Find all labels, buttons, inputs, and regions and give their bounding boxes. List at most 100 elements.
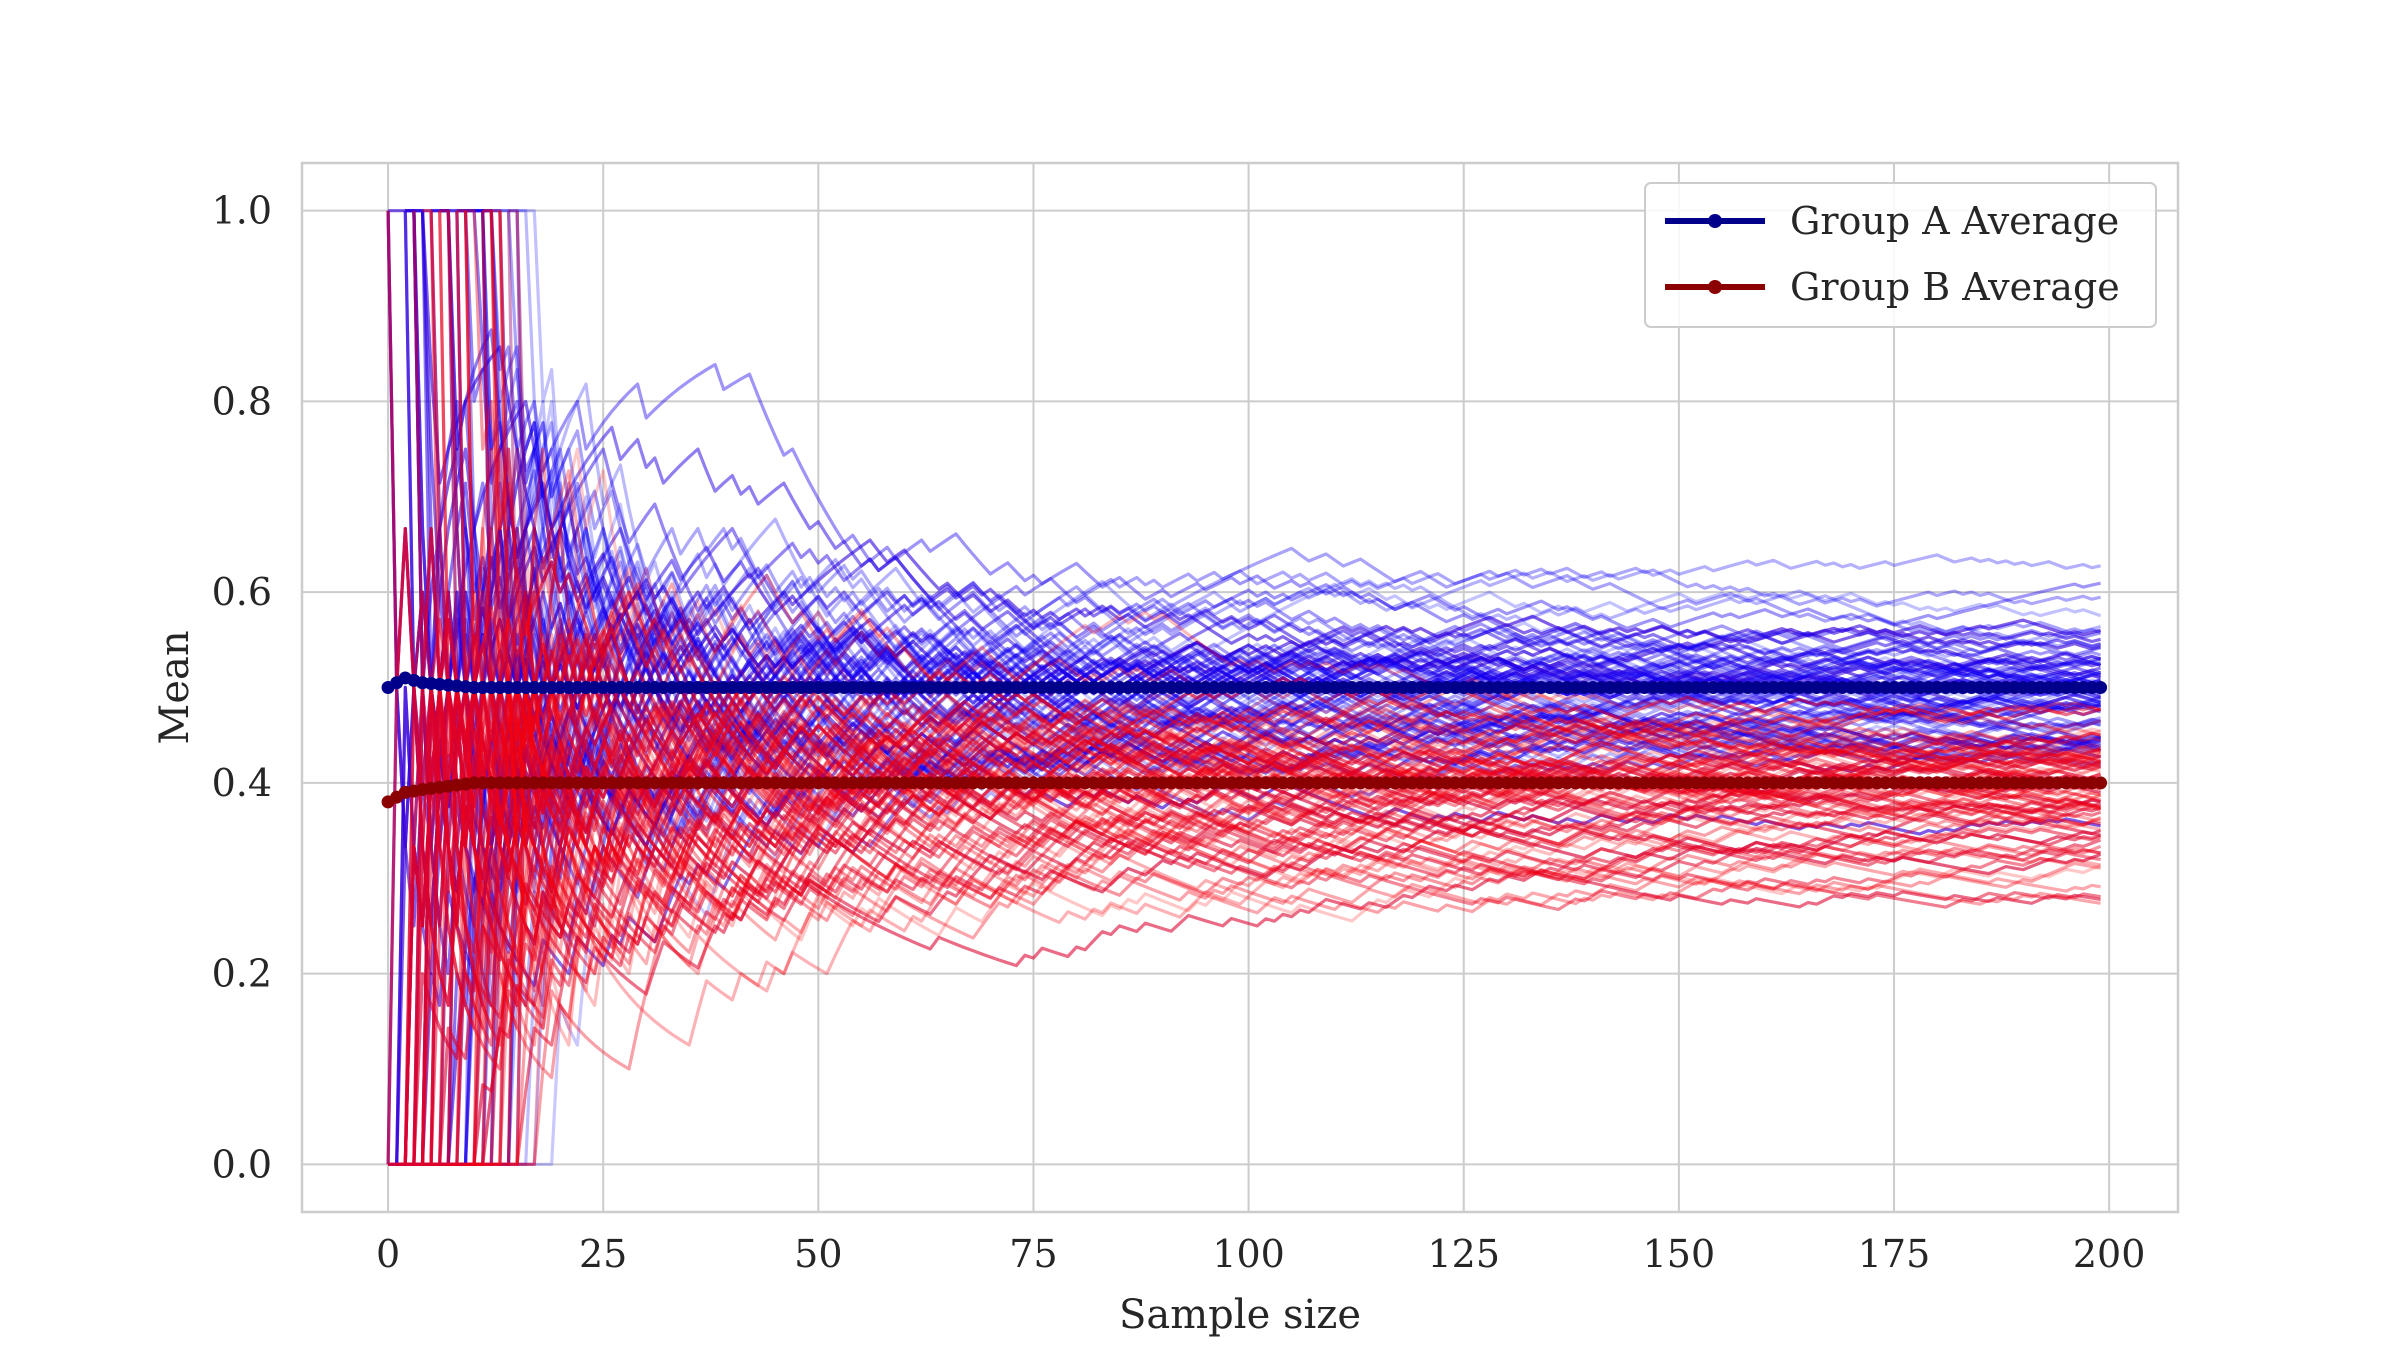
run-line-group-b — [403, 685, 2101, 1165]
run-line-group-b — [463, 210, 2102, 826]
run-line-group-b — [420, 685, 2101, 1165]
legend-entry-group-b: Group B Average — [1665, 265, 2120, 309]
run-line-group-a — [455, 210, 2101, 849]
average-lines — [381, 671, 2108, 809]
run-line-group-a — [499, 648, 2102, 1166]
run-line-group-b — [474, 713, 2102, 1166]
run-line-group-b — [405, 685, 2102, 1166]
run-line-group-b — [506, 617, 2102, 1165]
run-line-group-b — [438, 685, 2102, 1165]
run-line-group-a — [489, 447, 2102, 1165]
run-line-group-b — [455, 210, 2102, 928]
run-line-group-a — [489, 517, 2102, 1165]
x-tick-label: 75 — [1009, 1232, 1057, 1276]
run-line-group-b — [429, 685, 2101, 1165]
legend-label-group-a: Group A Average — [1790, 199, 2119, 243]
run-line-group-b — [422, 817, 2101, 1166]
run-line-group-a — [431, 209, 2102, 699]
run-line-group-b — [446, 632, 2101, 1165]
x-axis-title: Sample size — [1119, 1292, 1361, 1338]
run-line-group-b — [498, 685, 2101, 1165]
legend-entry-group-a: Group A Average — [1665, 199, 2119, 243]
y-tick-label: 1.0 — [212, 189, 272, 233]
run-line-group-b — [439, 674, 2101, 1166]
grid — [302, 163, 2178, 1212]
y-axis-title: Mean — [152, 630, 198, 744]
run-line-group-b — [456, 209, 2101, 820]
run-line-group-b — [481, 590, 2102, 1165]
y-tick-label: 0.8 — [212, 379, 272, 423]
x-tick-label: 175 — [1858, 1232, 1931, 1276]
run-line-group-b — [515, 210, 2101, 857]
run-line-group-a — [405, 209, 2101, 690]
run-line-group-b — [456, 733, 2101, 1166]
run-line-group-b — [455, 210, 2102, 928]
run-line-group-a — [463, 631, 2102, 1165]
run-line-group-a — [456, 209, 2101, 650]
run-line-group-b — [429, 210, 2102, 955]
run-line-group-b — [463, 210, 2101, 1030]
run-line-group-a — [482, 209, 2102, 692]
y-tick-label: 0.2 — [212, 952, 272, 996]
run-line-group-a — [491, 209, 2101, 928]
run-line-group-b — [498, 210, 2102, 1008]
run-line-group-a — [456, 665, 2102, 1166]
run-line-group-b — [472, 447, 2101, 1165]
run-line-group-b — [438, 210, 2101, 976]
x-tick-label: 200 — [2073, 1232, 2146, 1276]
x-tick-label: 0 — [376, 1232, 400, 1276]
legend-label-group-b: Group B Average — [1790, 265, 2120, 309]
run-line-group-a — [465, 209, 2102, 690]
run-line-group-b — [506, 649, 2102, 1165]
run-line-group-a — [431, 209, 2102, 682]
run-line-group-b — [498, 663, 2101, 1165]
run-line-group-b — [517, 737, 2102, 1166]
y-tick-label: 0.4 — [212, 761, 272, 805]
run-line-group-a — [474, 209, 2101, 630]
run-line-group-b — [396, 670, 2101, 1166]
run-line-group-b — [420, 685, 2101, 1165]
run-line-group-b — [412, 685, 2102, 1165]
run-line-group-a — [506, 210, 2102, 820]
x-tick-label: 150 — [1643, 1232, 1716, 1276]
x-axis-ticks: 0 25 50 75 100 125 150 175 200 — [376, 1232, 2145, 1276]
run-line-group-b — [491, 685, 2101, 1166]
legend-marker-group-a — [1708, 214, 1722, 228]
legend-marker-group-b — [1708, 280, 1722, 294]
average-point-group-a — [2094, 681, 2108, 694]
plot-frame — [300, 161, 2180, 1214]
run-line-group-b — [498, 210, 2102, 976]
x-tick-label: 25 — [579, 1232, 627, 1276]
run-line-group-b — [506, 590, 2102, 1165]
run-line-group-a — [517, 644, 2102, 1166]
run-line-group-b — [489, 685, 2102, 1165]
run-line-group-b — [481, 210, 2101, 976]
run-line-group-a — [446, 469, 2102, 1165]
run-line-group-b — [446, 582, 2102, 1165]
run-line-group-a — [456, 209, 2102, 695]
run-line-group-a — [481, 210, 2102, 849]
x-tick-label: 50 — [794, 1232, 842, 1276]
run-line-group-a — [499, 566, 2102, 1166]
run-line-group-b — [455, 590, 2101, 1165]
x-tick-label: 125 — [1427, 1232, 1500, 1276]
run-line-group-a — [439, 209, 2102, 955]
x-tick-label: 100 — [1212, 1232, 1285, 1276]
average-point-group-b — [2094, 776, 2108, 790]
run-line-group-a — [439, 590, 2102, 1166]
run-line-group-b — [491, 209, 2102, 873]
run-line-group-b — [412, 210, 2101, 996]
run-line-group-a — [465, 632, 2102, 1166]
run-line-group-b — [388, 824, 2102, 1166]
simulation-runs — [386, 209, 2102, 1166]
y-axis-ticks: 0.0 0.2 0.4 0.6 0.8 1.0 — [212, 189, 272, 1187]
run-line-group-b — [412, 526, 2102, 1165]
run-line-group-b — [420, 590, 2102, 1165]
legend-box — [1644, 182, 2157, 328]
run-line-group-a — [474, 566, 2102, 1166]
run-line-group-b — [465, 802, 2101, 1166]
run-line-group-b — [498, 210, 2102, 928]
run-line-group-a — [431, 526, 2102, 1166]
run-line-group-b — [474, 729, 2102, 1166]
